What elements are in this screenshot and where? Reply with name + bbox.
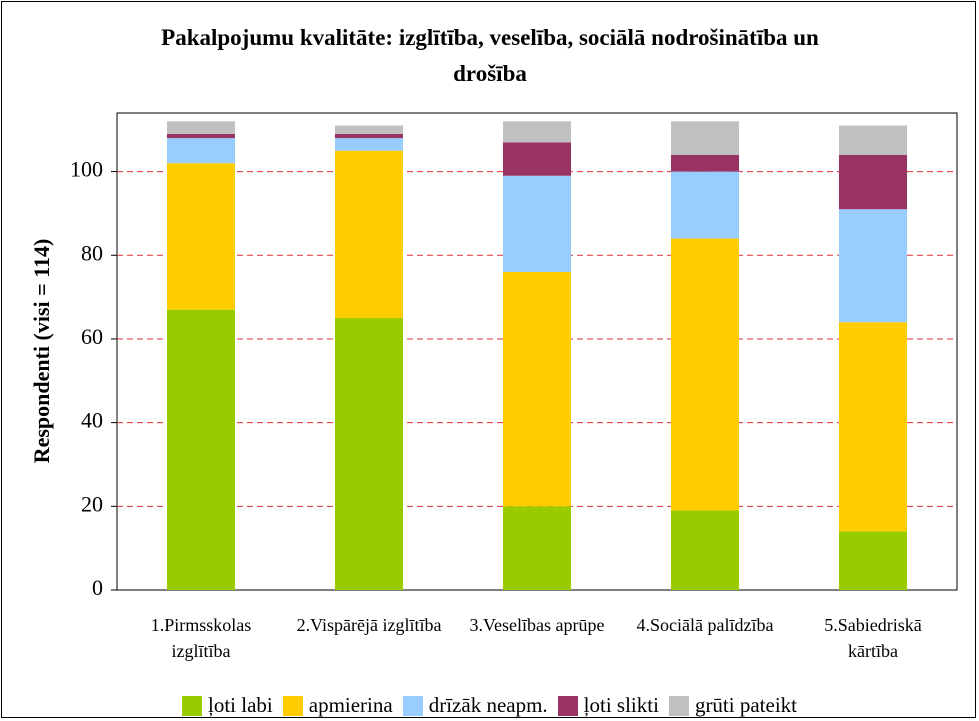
bar-segment (166, 121, 236, 134)
legend-label: grūti pateikt (694, 693, 797, 717)
legend-item: apmierina (282, 693, 393, 718)
bar-segment (838, 322, 908, 532)
y-tick-label: 80 (81, 240, 103, 265)
bar-segment (670, 121, 740, 155)
x-tick-label: 3.Veselības aprūpe (469, 615, 605, 635)
bar-segment (670, 171, 740, 239)
legend-swatch (282, 695, 303, 716)
y-tick-label: 60 (81, 324, 103, 349)
bar-segment (670, 238, 740, 511)
bar-segment (334, 318, 404, 590)
bar-segment (502, 142, 572, 176)
bar-segment (166, 163, 236, 310)
bar-segment (502, 175, 572, 272)
legend-item: ļoti slikti (557, 693, 659, 718)
bar-segment (838, 531, 908, 590)
y-tick-label: 20 (81, 491, 103, 516)
bar-segment (838, 209, 908, 323)
x-tick-label: 4.Sociālā palīdzība (636, 615, 774, 635)
legend-item: drīzāk neapm. (402, 693, 548, 718)
chart-title: Pakalpojumu kvalitāte: izglītība, veselī… (161, 25, 819, 86)
bar-segment (334, 150, 404, 319)
legend-label: drīzāk neapm. (428, 693, 548, 717)
bar-segment (670, 154, 740, 172)
bar-segment (334, 138, 404, 151)
bar-segment (166, 309, 236, 590)
legend-label: ļoti labi (208, 693, 273, 717)
bar-segment (670, 510, 740, 590)
legend-label: ļoti slikti (583, 693, 659, 717)
legend-item: ļoti labi (182, 693, 273, 718)
bar-segment (838, 125, 908, 155)
bar-segment (166, 138, 236, 164)
legend-item: grūti pateikt (668, 693, 797, 718)
bar-segment (502, 121, 572, 143)
bar-segment (838, 154, 908, 210)
y-tick-label: 40 (81, 408, 103, 433)
bar-segment (334, 125, 404, 134)
bar-segment (166, 133, 236, 139)
legend: ļoti labi apmierina drīzāk neapm. ļoti slik… (0, 693, 979, 718)
y-tick-label: 0 (92, 575, 103, 600)
bar-segment (502, 506, 572, 590)
legend-swatch (668, 695, 689, 716)
legend-swatch (402, 695, 423, 716)
legend-label: apmierina (308, 693, 393, 717)
bar-segment (334, 133, 404, 139)
y-tick-label: 100 (70, 157, 103, 182)
legend-swatch (182, 695, 202, 716)
x-tick-label: 1.Pirmsskolas izglītība (150, 615, 252, 661)
legend-swatch (557, 695, 578, 716)
x-tick-label: 5.Sabiedriskā kārtība (824, 615, 922, 661)
x-tick-label: 2.Vispārējā izglītība (296, 615, 442, 635)
y-axis-label: Respondenti (visi = 114) (29, 239, 54, 464)
bar-segment (502, 272, 572, 507)
